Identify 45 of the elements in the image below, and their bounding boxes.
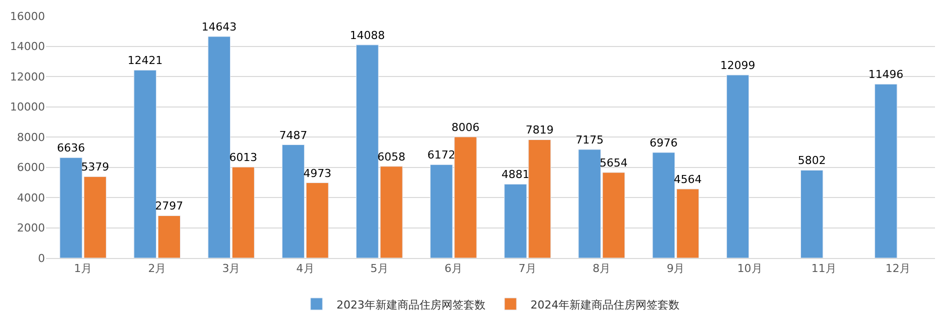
y-tick-label: 16000 [10, 10, 45, 23]
legend-label: 2023年新建商品住房网签套数 [336, 298, 486, 312]
x-tick-label: 12月 [885, 262, 910, 276]
y-tick-label: 10000 [10, 100, 45, 114]
x-tick-label: 1月 [74, 262, 92, 276]
x-tick-label: 10月 [737, 262, 762, 276]
x-tick-label: 9月 [666, 262, 685, 276]
data-label: 6013 [229, 151, 258, 164]
data-label: 14088 [350, 28, 385, 42]
data-label: 5654 [600, 156, 628, 170]
data-label: 6172 [427, 148, 456, 162]
x-tick-label: 7月 [518, 262, 537, 276]
y-tick-label: 0 [38, 252, 45, 265]
data-label: 6058 [377, 150, 406, 164]
data-label: 6636 [57, 142, 86, 155]
data-label: 5802 [798, 154, 826, 168]
x-tick-label: 4月 [296, 262, 314, 276]
data-label: 6976 [650, 136, 678, 150]
y-tick-label: 14000 [10, 40, 45, 54]
x-tick-label: 2月 [148, 262, 166, 276]
x-tick-label: 11月 [811, 262, 836, 276]
legend-label: 2024年新建商品住房网签套数 [530, 298, 680, 312]
x-tick-label: 6月 [444, 262, 462, 276]
data-label: 7487 [279, 128, 308, 142]
bar [800, 170, 824, 258]
data-label: 14643 [202, 20, 237, 34]
data-label: 2797 [155, 200, 184, 213]
x-tick-label: 5月 [370, 262, 388, 276]
data-label: 7175 [576, 133, 604, 146]
data-label: 11496 [868, 68, 904, 82]
data-label: 12421 [128, 54, 163, 68]
data-label: 7819 [526, 124, 554, 137]
data-label: 5379 [81, 160, 110, 174]
data-label: 4881 [502, 168, 530, 182]
x-tick-label: 8月 [592, 262, 611, 276]
bar [874, 84, 898, 258]
y-tick-label: 12000 [10, 70, 45, 84]
bar [726, 74, 750, 258]
y-tick-label: 2000 [17, 222, 45, 235]
x-tick-label: 3月 [222, 262, 240, 276]
y-tick-label: 6000 [17, 161, 45, 174]
y-tick-label: 8000 [17, 130, 45, 144]
data-label: 12099 [720, 59, 756, 72]
y-tick-label: 4000 [17, 191, 45, 204]
data-label: 8006 [451, 120, 480, 134]
